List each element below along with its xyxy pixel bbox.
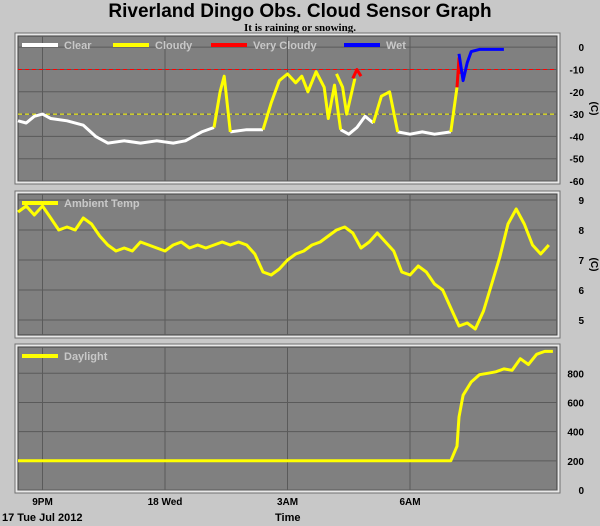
- series-line-clear: [17, 112, 215, 145]
- series-line-wet: [457, 47, 504, 83]
- x-tick-label: 18 Wed: [148, 497, 183, 508]
- series-line-cloudy: [335, 73, 357, 116]
- series-line-clear: [339, 114, 375, 136]
- y-tick-label: 0: [578, 486, 584, 497]
- y-tick-label: -60: [570, 177, 585, 188]
- y-tick-label: 6: [578, 286, 584, 297]
- y-tick-label: -10: [570, 65, 585, 76]
- y-tick-label: 7: [578, 256, 584, 267]
- series-line-cloudy: [212, 74, 232, 133]
- y-tick-label: 5: [578, 316, 584, 327]
- status-text: It is raining or snowing.: [244, 22, 356, 34]
- series-line-daylight: [18, 349, 553, 463]
- page-title: Riverland Dingo Obs. Cloud Sensor Graph: [108, 1, 492, 22]
- series-line-very-cloudy: [351, 68, 363, 80]
- y-tick-label: 9: [578, 196, 584, 207]
- y-tick-label: 200: [567, 457, 584, 468]
- y-tick-label: -50: [570, 155, 585, 166]
- y-tick-label: 0: [578, 43, 584, 54]
- y-tick-label: 800: [567, 369, 584, 380]
- x-axis-label: Time: [275, 512, 301, 524]
- y-axis-label: (C): [588, 102, 599, 116]
- legend-label: Very Cloudy: [253, 40, 317, 52]
- legend-label: Clear: [64, 40, 92, 52]
- y-tick-label: -30: [570, 110, 585, 121]
- x-tick-label: 3AM: [277, 497, 298, 508]
- y-tick-label: 600: [567, 398, 584, 409]
- series-line-cloudy: [449, 87, 459, 133]
- y-tick-label: 8: [578, 226, 584, 237]
- y-tick-label: 400: [567, 428, 584, 439]
- panel-ambient: 9 8 7 6 5 (C) Ambient Temp: [14, 190, 599, 339]
- legend-label: Daylight: [64, 351, 108, 363]
- series-line-clear: [230, 128, 263, 134]
- x-tick-label: 9PM: [32, 497, 53, 508]
- y-tick-label: -20: [570, 88, 585, 99]
- date-label: 17 Tue Jul 2012: [2, 512, 83, 524]
- panel-daylight: 800 600 400 200 0 Daylight: [14, 343, 584, 497]
- series-line-clear: [397, 130, 452, 136]
- series-line-cloudy: [261, 70, 343, 131]
- y-tick-label: -40: [570, 132, 585, 143]
- series-line-ambient-temp: [17, 204, 550, 331]
- legend-label: Cloudy: [155, 40, 193, 52]
- legend-label: Ambient Temp: [64, 198, 140, 210]
- series-line-cloudy: [371, 90, 400, 133]
- y-axis-label: (C): [588, 258, 599, 272]
- legend-label: Wet: [386, 40, 406, 52]
- x-tick-label: 6AM: [399, 497, 420, 508]
- panel-cloud: 0 -10 -20 -30 -40 -50 -60 (C) Clear Cloudy Very Cl…: [14, 32, 599, 188]
